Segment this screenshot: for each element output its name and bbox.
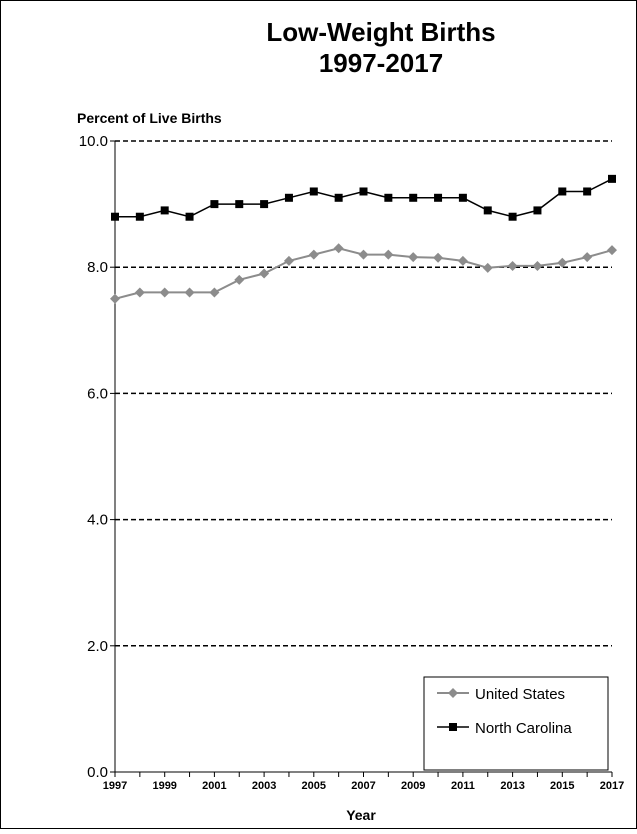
data-point-united-states-2001 [209,287,220,298]
data-point-north-carolina-2005 [309,187,318,196]
y-tick-label: 6.0 [87,385,108,402]
data-point-north-carolina-1997 [111,212,119,221]
data-point-north-carolina-2015 [558,187,567,196]
data-point-united-states-2004 [283,255,294,266]
data-point-united-states-2010 [433,252,444,263]
data-point-united-states-2000 [184,287,195,298]
chart-subtitle: 1997-2017 [319,48,443,78]
data-point-united-states-2011 [457,255,468,266]
x-tick-label: 2001 [202,780,226,792]
axes: 0.0 2.0 4.0 6.0 8.0 10.0 1997 1999 2001 2003 2005 2… [79,133,624,792]
legend-marker-north-carolina [449,723,457,731]
data-point-united-states-2015 [557,257,568,268]
data-point-north-carolina-2009 [409,193,418,202]
data-point-north-carolina-2001 [210,200,219,209]
x-tick-label: 2009 [401,780,425,792]
legend-marker-united-states [448,688,458,698]
data-point-united-states-2017 [607,245,617,256]
gridlines [115,140,612,647]
legend-label-united-states: United States [475,686,565,703]
y-axis-label: Percent of Live Births [77,110,222,126]
data-point-united-states-2003 [259,268,270,279]
data-point-north-carolina-2002 [235,200,244,209]
data-point-united-states-2008 [383,249,394,260]
data-point-north-carolina-2008 [384,193,393,202]
y-tick-label: 8.0 [87,259,108,276]
x-tick-label: 2015 [550,780,574,792]
data-point-north-carolina-2000 [185,212,194,221]
data-point-united-states-2012 [482,262,493,273]
data-point-united-states-1998 [134,287,145,298]
y-tick-label: 0.0 [87,764,108,781]
series-layer [110,174,617,304]
y-tick-label: 4.0 [87,512,108,529]
data-point-united-states-1997 [110,293,120,304]
data-point-united-states-2013 [507,260,518,271]
data-point-north-carolina-1999 [160,206,169,215]
data-point-north-carolina-2010 [434,193,443,202]
x-tick-label: 1999 [152,780,176,792]
x-tick-label: 2007 [351,780,375,792]
data-point-north-carolina-2004 [284,193,293,202]
x-tick-label: 2003 [252,780,276,792]
data-point-united-states-2007 [358,249,369,260]
x-tick-label: 2005 [302,780,326,792]
data-point-north-carolina-2007 [359,187,368,196]
data-point-united-states-2002 [234,274,245,285]
data-point-united-states-2009 [408,252,419,263]
data-point-north-carolina-2006 [334,193,343,202]
data-point-north-carolina-2012 [483,206,492,215]
data-point-north-carolina-2011 [458,193,467,202]
x-tick-label: 2017 [600,780,624,792]
x-tick-label: 1997 [103,780,127,792]
x-tick-label: 2013 [500,780,524,792]
y-tick-label: 2.0 [87,638,108,655]
x-tick-label: 2011 [451,780,475,792]
legend: United States North Carolina [423,676,609,771]
legend-label-north-carolina: North Carolina [475,720,572,737]
chart-title: Low-Weight Births [266,17,495,47]
data-point-north-carolina-2014 [533,206,542,215]
data-point-united-states-2014 [532,260,543,271]
data-point-north-carolina-2003 [260,200,269,209]
data-point-united-states-1999 [159,287,170,298]
data-point-united-states-2006 [333,243,344,254]
data-point-north-carolina-2016 [583,187,592,196]
data-point-north-carolina-2013 [508,212,517,221]
data-point-united-states-2005 [308,249,319,260]
data-point-north-carolina-2017 [608,174,616,183]
x-axis-label: Year [346,807,376,823]
y-tick-label: 10.0 [79,133,108,150]
data-point-united-states-2016 [582,252,593,263]
data-point-north-carolina-1998 [135,212,144,221]
